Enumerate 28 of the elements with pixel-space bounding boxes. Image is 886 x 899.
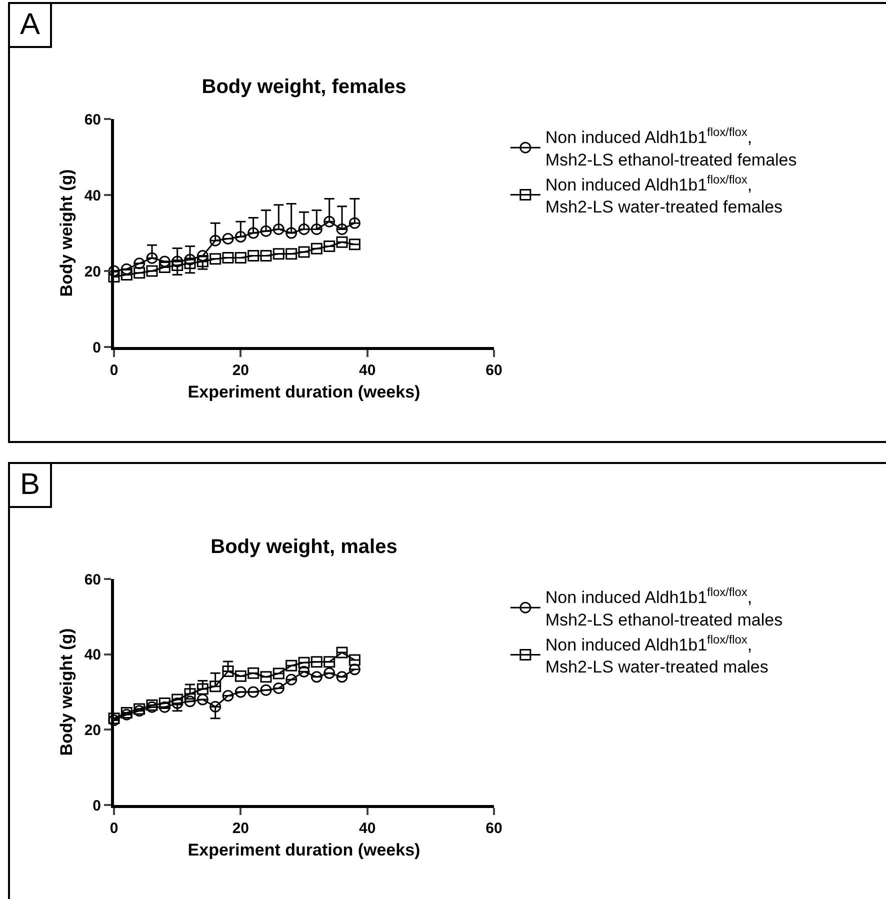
y-tick-label: 40 [84, 187, 101, 204]
x-tick-label: 60 [486, 820, 502, 837]
x-tick-label: 40 [358, 362, 376, 379]
y-tick-label: 0 [92, 797, 101, 814]
y-tick-label: 40 [84, 646, 101, 664]
legend-label: Non induced Aldh1b1$^{flox/flox}$, Msh2-LS water-treated males [545, 632, 768, 676]
y-tick-label: 60 [84, 571, 101, 588]
y-axis-title: Body weight (g) [56, 628, 76, 756]
x-tick-label: 40 [358, 820, 376, 837]
chart-title: Body weight, females [202, 76, 406, 98]
x-tick-label: 60 [486, 362, 502, 379]
text: B [8, 462, 52, 508]
x-axis-title: Experiment duration (weeks) [188, 840, 420, 860]
x-tick-label: 20 [232, 820, 250, 837]
y-tick-label: 20 [84, 722, 101, 739]
legend-label: Non induced Aldh1b1$^{flox/flox}$, Msh2-LS ethanol-treated males [545, 585, 783, 630]
x-tick-label: 0 [110, 820, 118, 837]
y-axis-title: Body weight (g) [56, 169, 76, 297]
legend-label: Non induced Aldh1b1$^{flox/flox}$, Msh2-LS water-treated females [545, 172, 783, 216]
x-tick-label: 20 [232, 362, 250, 379]
chart-title: Body weight, males [210, 536, 398, 558]
x-axis-title: Experiment duration (weeks) [188, 382, 420, 402]
y-tick-label: 60 [84, 111, 101, 128]
y-tick-label: 20 [84, 263, 101, 280]
x-tick-label: 0 [110, 362, 118, 379]
legend-label: Non induced Aldh1b1$^{flox/flox}$, Msh2-LS ethanol-treated females [545, 125, 797, 170]
y-tick-label: 0 [92, 339, 101, 356]
text: A [8, 2, 52, 48]
